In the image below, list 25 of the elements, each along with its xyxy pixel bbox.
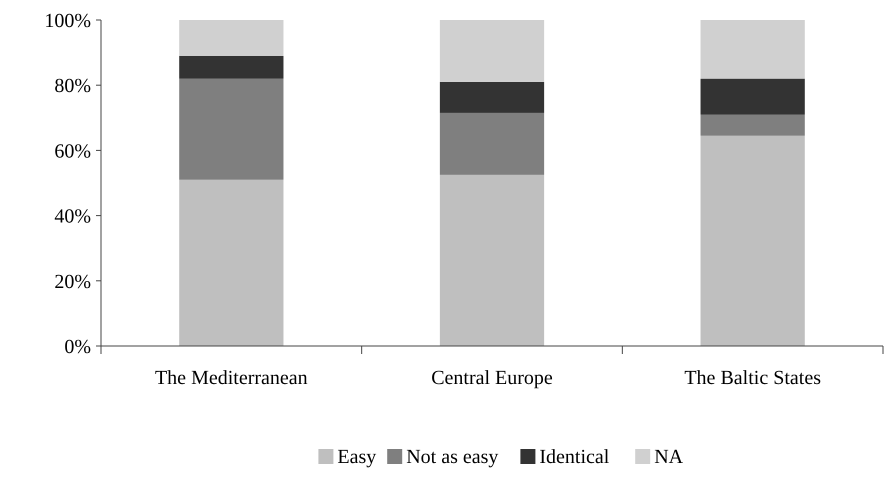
y-tick-label: 60% <box>54 140 91 162</box>
y-tick-label: 80% <box>54 75 91 98</box>
bar <box>440 20 544 82</box>
legend-label: Easy <box>337 446 376 468</box>
legend-label: Not as easy <box>406 446 498 468</box>
y-tick-label: 100% <box>44 10 91 32</box>
x-tick-label: The Mediterranean <box>154 367 308 389</box>
bar <box>700 136 805 346</box>
y-tick-label: 40% <box>54 206 91 228</box>
bar <box>700 78 805 115</box>
bar <box>440 112 544 175</box>
legend-label: Identical <box>539 446 610 468</box>
x-tick-label: Central Europe <box>431 367 553 389</box>
bar <box>440 82 544 113</box>
y-tick-label: 20% <box>54 270 91 293</box>
y-tick-label: 0% <box>64 336 91 358</box>
bar <box>179 20 284 56</box>
x-tick-label: The Baltic States <box>684 367 822 389</box>
legend-label: NA <box>654 446 684 468</box>
bar <box>179 56 284 79</box>
bar <box>440 174 544 346</box>
bar <box>700 20 805 79</box>
bar <box>700 114 805 136</box>
bar <box>179 180 284 346</box>
bar <box>179 78 284 180</box>
